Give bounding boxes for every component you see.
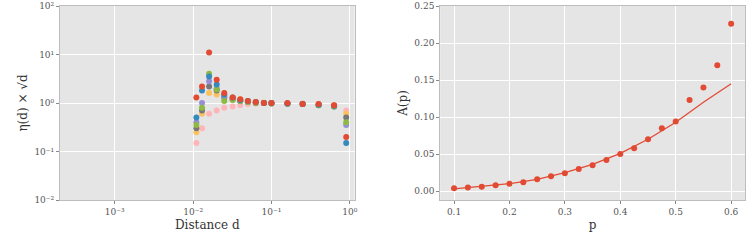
svg-text:0.3: 0.3 <box>558 207 573 217</box>
svg-text:10⁻³: 10⁻³ <box>105 207 125 217</box>
svg-text:0.15: 0.15 <box>414 75 434 85</box>
svg-text:10⁰: 10⁰ <box>39 98 54 108</box>
svg-text:0.6: 0.6 <box>724 207 739 217</box>
svg-text:Distance d: Distance d <box>175 218 240 232</box>
svg-text:10⁻¹: 10⁻¹ <box>262 207 282 217</box>
svg-text:A(p): A(p) <box>396 90 410 117</box>
svg-text:0.5: 0.5 <box>669 207 684 217</box>
svg-text:0.00: 0.00 <box>414 186 434 196</box>
svg-text:0.4: 0.4 <box>613 207 628 217</box>
svg-text:10²: 10² <box>39 1 54 11</box>
svg-text:10⁰: 10⁰ <box>342 207 357 217</box>
svg-text:0.1: 0.1 <box>447 207 461 217</box>
svg-text:10⁻¹: 10⁻¹ <box>34 147 54 157</box>
svg-text:0.10: 0.10 <box>414 112 434 122</box>
svg-text:0.2: 0.2 <box>502 207 516 217</box>
svg-text:0.25: 0.25 <box>414 1 434 11</box>
svg-text:10¹: 10¹ <box>39 50 54 60</box>
svg-text:0.05: 0.05 <box>414 149 434 159</box>
svg-text:p: p <box>589 218 597 232</box>
svg-text:10⁻²: 10⁻² <box>183 207 203 217</box>
svg-text:0.20: 0.20 <box>414 38 434 48</box>
svg-text:η(d) × √d: η(d) × √d <box>16 74 30 132</box>
svg-text:10⁻²: 10⁻² <box>34 195 54 205</box>
